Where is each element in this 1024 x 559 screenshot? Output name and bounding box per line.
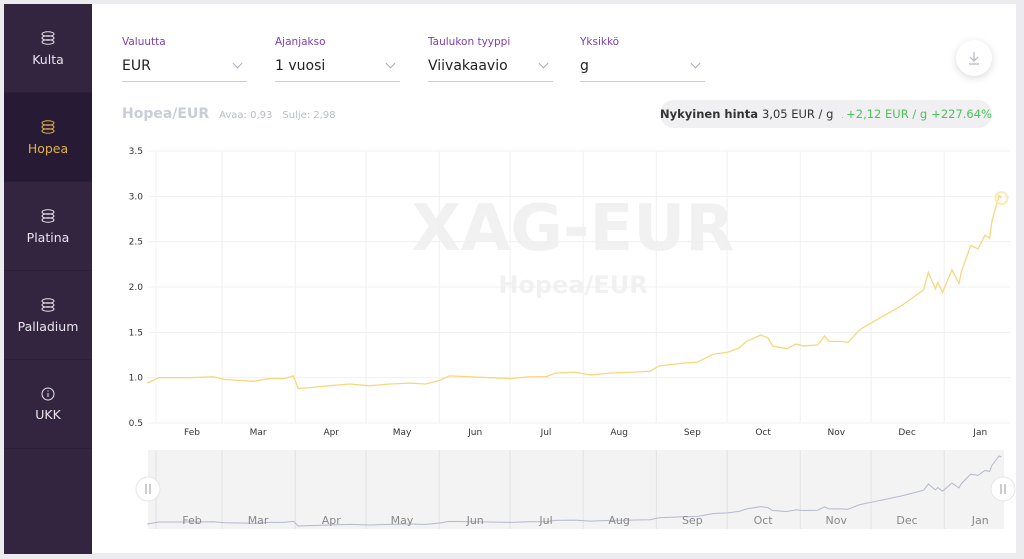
filter-label: Yksikkö [580,36,620,48]
filter-1: Ajanjakso 1 vuosi [275,36,400,82]
chevron-down-icon [232,58,243,69]
sidebar-item-palladium[interactable]: Palladium [4,271,92,360]
chevron-down-icon [690,58,701,69]
filter-value: Viivakaavio [428,57,508,74]
sidebar-item-hopea[interactable]: Hopea [4,93,106,182]
sidebar-item-ukk[interactable]: UKK [4,360,92,449]
sidebar-item-kulta[interactable]: Kulta [4,4,92,93]
sidebar-item-label: Kulta [32,51,64,67]
filter-2: Taulukon tyyppi Viivakaavio [428,36,553,82]
current-price-badge: Nykyinen hinta 3,05 EUR / g +2,12 EUR / … [660,100,992,128]
sidebar-item-label: Palladium [17,318,79,334]
sidebar-item-label: Platina [26,229,70,245]
close-value: Sulje: 2,98 [282,110,336,121]
filter-0: Valuutta EUR [122,36,247,82]
filter-3: Yksikkö g [580,36,705,82]
price-change: +2,12 EUR / g [846,107,928,121]
chart-card: Valuutta EUR Ajanjakso 1 vuosi Taulukon ty… [92,4,1016,553]
sidebar: Kulta Hopea Platina Palladium UKK [4,4,106,554]
filter-label: Ajanjakso [275,36,326,48]
current-price-value: 3,05 EUR / g [761,107,834,121]
filter-select[interactable]: 1 vuosi [275,52,400,82]
sidebar-item-label: Hopea [27,140,69,156]
chevron-down-icon [385,58,396,69]
sidebar-item-platina[interactable]: Platina [4,182,92,271]
open-value: Avaa: 0,93 [219,110,273,121]
filter-value: EUR [122,57,151,74]
filter-select[interactable]: EUR [122,52,247,82]
current-price-label: Nykyinen hinta [660,107,758,121]
chevron-down-icon [538,58,549,69]
download-icon [969,52,979,65]
filter-label: Valuutta [122,36,166,48]
filter-select[interactable]: g [580,52,705,82]
info-icon [41,387,55,400]
pair-title: Hopea/EUR [122,106,210,122]
filter-select[interactable]: Viivakaavio [428,52,553,82]
price-change-percent: +227.64% [931,107,992,121]
chart-subtitle: Hopea/EUR Avaa: 0,93 Sulje: 2,98 [122,106,336,122]
filter-value: g [580,57,589,74]
coins-icon [41,208,55,223]
coins-icon [41,30,55,45]
coins-icon [41,119,55,134]
filter-label: Taulukon tyyppi [428,36,511,48]
filter-value: 1 vuosi [275,57,326,74]
download-button[interactable] [956,40,992,76]
sidebar-item-label: UKK [35,406,61,422]
coins-icon [41,297,55,312]
